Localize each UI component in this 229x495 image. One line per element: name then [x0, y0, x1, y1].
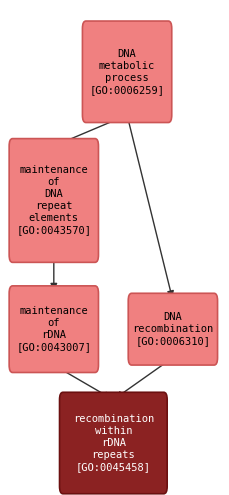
FancyBboxPatch shape — [9, 139, 98, 262]
Text: DNA
recombination
[GO:0006310]: DNA recombination [GO:0006310] — [132, 312, 213, 346]
Text: DNA
metabolic
process
[GO:0006259]: DNA metabolic process [GO:0006259] — [90, 49, 165, 95]
Text: recombination
within
rDNA
repeats
[GO:0045458]: recombination within rDNA repeats [GO:00… — [73, 414, 154, 472]
Text: maintenance
of
DNA
repeat
elements
[GO:0043570]: maintenance of DNA repeat elements [GO:0… — [16, 165, 91, 236]
Text: maintenance
of
rDNA
[GO:0043007]: maintenance of rDNA [GO:0043007] — [16, 306, 91, 352]
FancyBboxPatch shape — [9, 286, 98, 372]
FancyBboxPatch shape — [60, 392, 167, 494]
FancyBboxPatch shape — [128, 293, 218, 365]
FancyBboxPatch shape — [82, 21, 172, 123]
